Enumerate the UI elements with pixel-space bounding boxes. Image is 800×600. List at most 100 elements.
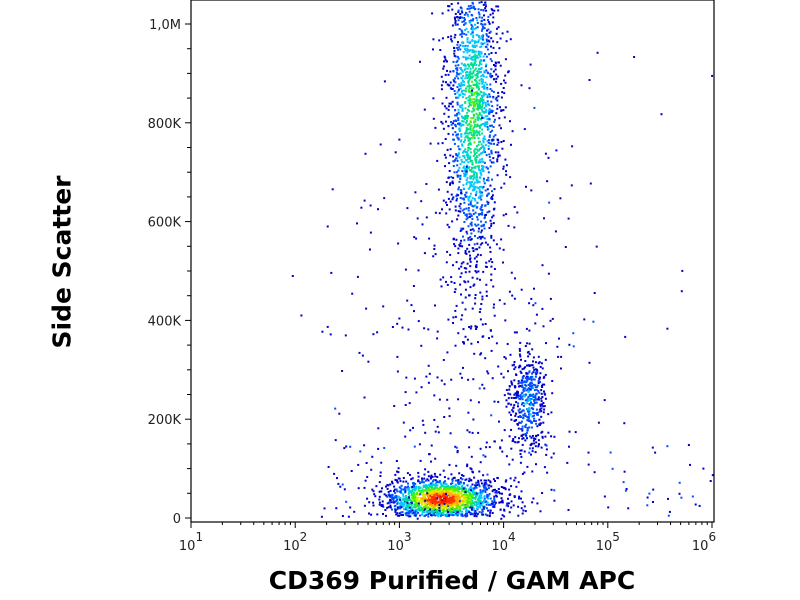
data-point	[463, 280, 466, 283]
data-point	[497, 155, 500, 158]
data-point	[358, 351, 361, 354]
data-point	[472, 93, 475, 96]
data-point	[537, 445, 540, 448]
data-point	[394, 508, 396, 511]
data-point	[480, 229, 483, 232]
data-point	[463, 208, 466, 211]
data-point	[457, 490, 460, 493]
data-point	[432, 97, 435, 100]
data-point	[465, 490, 468, 493]
data-point	[453, 243, 456, 246]
data-point	[397, 471, 400, 474]
data-point	[474, 493, 476, 496]
data-point	[473, 257, 476, 260]
data-point	[535, 401, 538, 404]
data-point	[452, 176, 455, 179]
data-point	[466, 47, 469, 50]
data-point	[451, 478, 454, 481]
data-point	[541, 436, 544, 439]
data-point	[452, 138, 455, 141]
data-point	[537, 382, 540, 385]
data-point	[475, 192, 478, 195]
data-point	[467, 198, 470, 201]
data-point	[463, 495, 466, 498]
data-point	[478, 16, 481, 19]
data-point	[511, 383, 514, 386]
data-point	[492, 489, 495, 491]
data-point	[541, 492, 544, 494]
data-point	[422, 496, 425, 499]
data-point	[538, 408, 541, 411]
data-point	[482, 94, 485, 97]
data-point	[470, 224, 473, 227]
data-point	[510, 428, 512, 431]
data-point	[475, 40, 478, 43]
data-point	[413, 509, 416, 512]
data-point	[391, 508, 393, 511]
data-point	[416, 492, 418, 494]
data-point	[474, 104, 477, 107]
data-point	[467, 80, 470, 83]
data-point	[490, 152, 493, 155]
data-point	[432, 497, 435, 500]
data-point	[470, 489, 472, 492]
data-point	[454, 81, 457, 84]
data-point	[439, 514, 442, 517]
data-point	[450, 88, 453, 90]
data-point	[394, 496, 397, 499]
data-point	[464, 64, 467, 67]
data-point	[633, 56, 636, 58]
data-point	[463, 212, 465, 214]
data-point	[445, 60, 448, 63]
data-point	[481, 295, 484, 298]
data-point	[450, 497, 453, 500]
data-point	[465, 478, 468, 481]
data-point	[472, 213, 475, 215]
data-point	[497, 141, 500, 144]
data-point	[540, 385, 543, 387]
data-point	[471, 470, 474, 473]
data-point	[434, 499, 436, 502]
data-point	[397, 501, 400, 504]
data-point	[476, 201, 479, 204]
data-point	[519, 394, 522, 397]
data-point	[341, 515, 344, 517]
data-point	[480, 59, 483, 62]
data-point	[505, 479, 508, 482]
data-point	[477, 481, 480, 484]
data-point	[499, 508, 502, 511]
data-point	[416, 517, 419, 520]
data-point	[432, 479, 435, 482]
data-point	[479, 99, 481, 102]
data-point	[410, 510, 412, 513]
data-point	[476, 134, 478, 137]
data-point	[473, 114, 475, 117]
data-point	[588, 79, 591, 81]
data-point	[486, 211, 489, 214]
data-point	[462, 341, 465, 344]
data-point	[528, 420, 530, 422]
data-point	[456, 91, 459, 94]
data-point	[480, 8, 483, 11]
data-point	[530, 379, 533, 382]
data-point	[464, 296, 467, 299]
data-point	[462, 187, 465, 190]
data-point	[487, 35, 490, 38]
data-point	[428, 237, 431, 240]
data-point	[464, 18, 466, 21]
data-point	[484, 123, 487, 126]
data-point	[469, 260, 472, 263]
data-point	[479, 499, 482, 502]
data-point	[452, 120, 455, 123]
data-point	[403, 508, 405, 511]
data-point	[486, 122, 489, 125]
data-point	[463, 69, 466, 71]
data-point	[484, 482, 487, 484]
data-point	[402, 514, 404, 516]
data-point	[481, 298, 484, 301]
data-point	[449, 511, 452, 514]
data-point	[482, 489, 485, 492]
data-point	[438, 212, 441, 215]
data-point	[399, 506, 402, 509]
data-point	[447, 493, 450, 495]
